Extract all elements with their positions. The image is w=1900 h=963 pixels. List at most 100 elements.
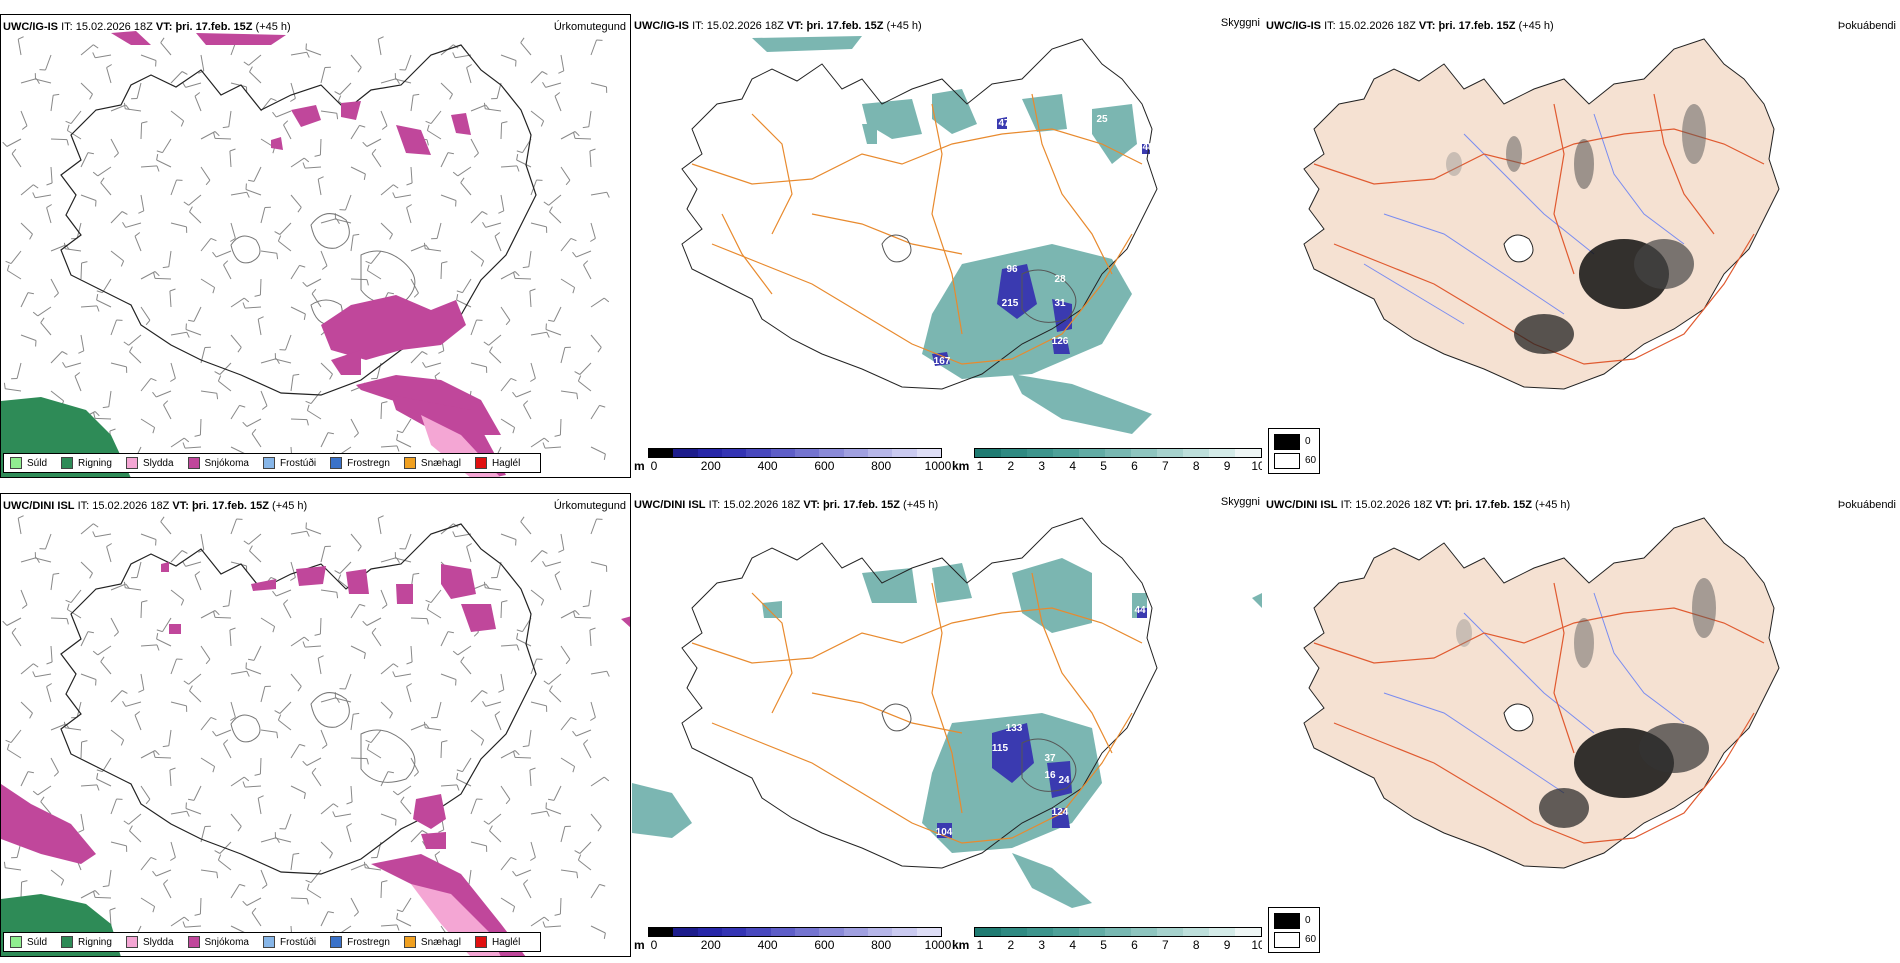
wind-barb [261, 251, 277, 253]
wind-barb [260, 279, 261, 295]
wind-barb [190, 212, 202, 223]
wind-barb [367, 139, 381, 147]
wind-barb [458, 167, 471, 176]
wind-barb-flag [354, 433, 358, 437]
model-name: UWC/IG-IS [634, 20, 689, 32]
wind-barb [51, 758, 59, 772]
it-label: IT: [78, 500, 90, 512]
wind-barb [141, 751, 155, 759]
vt-value: þri. 17.feb. 15Z [823, 499, 900, 511]
visibility-title: Skyggni [1221, 496, 1260, 508]
wind-barb-flag [47, 662, 53, 664]
wind-barb [216, 251, 231, 257]
wind-barb-flag [574, 612, 575, 618]
wind-barb [111, 251, 124, 261]
wind-barb [171, 659, 177, 674]
colorbar-swatch [917, 928, 941, 936]
wind-barb [171, 917, 184, 926]
wind-barb [185, 926, 201, 927]
wind-barb-flag [142, 122, 148, 123]
wind-barb-flag [284, 121, 288, 125]
visibility-value-label: 1 [981, 710, 987, 721]
wind-barb [245, 307, 261, 308]
wind-barb-flag [78, 830, 83, 833]
wind-barb-flag [322, 745, 327, 749]
wind-barb [18, 518, 21, 534]
wind-barb-flag [530, 768, 536, 770]
wind-barb [17, 363, 21, 379]
wind-barb [194, 307, 201, 321]
lead-time: (+45 h) [1519, 20, 1554, 32]
legend-swatch [330, 936, 342, 948]
wind-barb-flag [213, 767, 215, 773]
wind-barb-flag [407, 662, 413, 664]
wind-barb [531, 438, 544, 447]
wind-barb [163, 139, 172, 153]
wind-barb-flag [382, 126, 387, 130]
fog-legend-light-swatch [1274, 932, 1300, 948]
wind-barb [186, 83, 201, 87]
wind-barb-flag [184, 438, 189, 442]
fog-index-title: Þokuábendi [1838, 499, 1896, 511]
wind-barb-flag [12, 628, 16, 633]
wind-barb [252, 913, 261, 926]
wind-barb [561, 611, 575, 619]
visibility-value-label: 167 [934, 356, 951, 367]
wind-barb [81, 524, 93, 534]
wind-barb [231, 884, 240, 898]
colorbar-swatch [819, 449, 843, 457]
wind-barb-flag [424, 722, 425, 728]
legend-label: Frostúði [280, 458, 316, 469]
ceiling-colorbar-strip [648, 927, 942, 937]
wind-barb [471, 363, 487, 367]
legend-label: Haglél [492, 458, 520, 469]
wind-barb [141, 534, 156, 540]
wind-barb-flag [238, 347, 241, 352]
wind-barb [351, 604, 360, 618]
wind-barb-flag [250, 67, 253, 72]
wind-barb [549, 195, 561, 205]
wind-barb [201, 238, 211, 251]
colorbar-swatch [698, 449, 722, 457]
wind-barb-flag [367, 744, 369, 750]
wind-barb [546, 83, 561, 87]
colorbar-swatch [975, 449, 1001, 457]
wind-barb [247, 419, 261, 427]
wind-barb-flag [66, 600, 72, 602]
visibility-areas [632, 558, 1262, 908]
wind-barb [486, 702, 501, 706]
wind-barb-flag [543, 561, 546, 566]
wind-barb-flag [170, 857, 175, 860]
wind-barb-flag [303, 282, 307, 286]
wind-barb [531, 702, 547, 706]
wind-barb [320, 618, 321, 634]
wind-barb-flag [217, 872, 218, 878]
it-label: IT: [61, 21, 73, 33]
wind-barb [250, 72, 262, 83]
wind-barb [95, 418, 111, 419]
wind-barb-flag [247, 192, 250, 197]
wind-barb-flag [571, 717, 577, 719]
colorbar-swatch [1027, 928, 1053, 936]
wind-barb-flag [407, 205, 412, 208]
wind-barb [261, 208, 265, 224]
wind-barb-flag [367, 280, 368, 286]
wind-barb-flag [130, 826, 133, 831]
wind-barb-flag [28, 293, 34, 294]
wind-barb-flag [513, 907, 515, 913]
precip-map [1, 494, 631, 957]
colorbar-swatch [844, 449, 868, 457]
wind-barb [591, 192, 607, 195]
wind-barb [407, 687, 411, 702]
wind-barb-flag [277, 732, 278, 738]
wind-barb-flag [247, 671, 250, 676]
wind-barb [286, 814, 292, 829]
wind-barb-flag [555, 572, 560, 576]
wind-barb [351, 864, 366, 870]
wind-barb [291, 637, 304, 646]
colorbar-swatch [1053, 928, 1079, 936]
legend-item: Súld [10, 457, 47, 469]
colorbar-swatch [1131, 449, 1157, 457]
legend-swatch [188, 936, 200, 948]
wind-barb [95, 897, 111, 898]
